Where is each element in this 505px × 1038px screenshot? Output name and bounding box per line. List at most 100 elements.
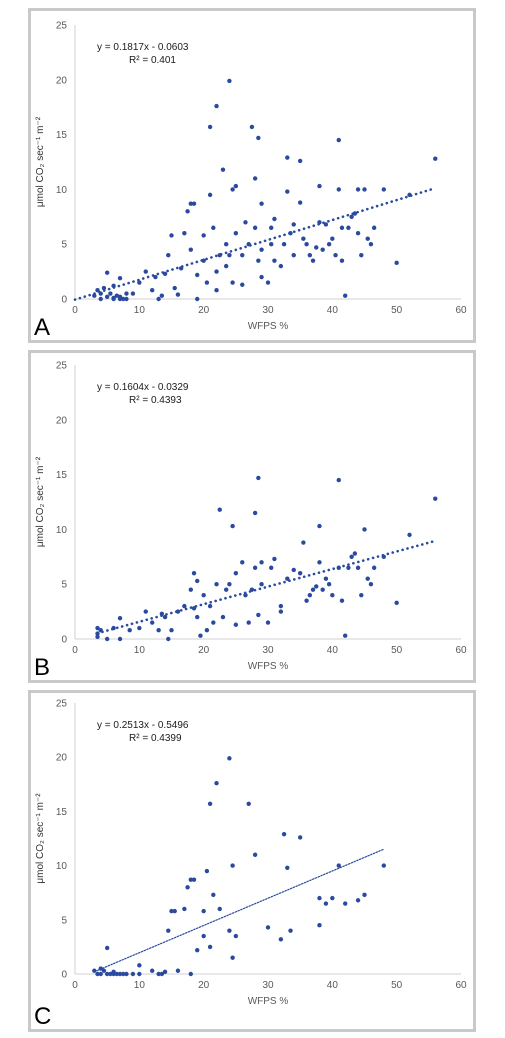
data-point <box>307 252 313 258</box>
x-tick-label: 20 <box>198 645 210 656</box>
data-point <box>265 620 271 625</box>
data-point <box>310 587 316 592</box>
data-point <box>355 565 361 570</box>
trendline-equation: y = 0.1604x - 0.0329 <box>97 382 189 393</box>
x-tick-label: 10 <box>134 980 146 991</box>
data-point <box>188 247 193 252</box>
data-point <box>227 756 232 761</box>
data-point <box>371 225 377 230</box>
data-point <box>243 592 248 598</box>
data-point <box>243 220 248 225</box>
data-point <box>314 245 319 250</box>
data-point <box>207 603 213 609</box>
data-point <box>207 801 213 807</box>
data-point <box>339 258 345 263</box>
data-point <box>185 885 190 890</box>
data-point <box>252 510 258 516</box>
data-point <box>362 892 367 898</box>
data-point <box>252 852 258 857</box>
y-tick-label: 5 <box>61 915 67 926</box>
data-point <box>98 971 103 977</box>
data-point <box>355 898 361 903</box>
data-point <box>330 895 335 901</box>
data-point <box>111 283 116 289</box>
data-point <box>333 252 338 258</box>
data-point <box>169 908 174 914</box>
data-point <box>265 925 271 930</box>
x-tick-label: 0 <box>72 305 78 316</box>
data-point <box>285 576 290 581</box>
x-axis-label: WFPS % <box>248 661 289 672</box>
data-point <box>178 266 184 271</box>
data-point <box>101 968 107 973</box>
data-point <box>150 620 155 625</box>
y-tick-label: 5 <box>61 240 67 251</box>
x-tick-label: 50 <box>391 645 403 656</box>
data-point <box>349 214 354 219</box>
data-point <box>249 124 255 130</box>
data-point <box>246 801 251 807</box>
data-point <box>343 293 348 298</box>
data-point <box>111 625 116 631</box>
data-point <box>156 296 161 302</box>
data-point <box>285 155 290 160</box>
y-tick-label: 20 <box>56 415 68 426</box>
data-point <box>127 628 132 633</box>
x-tick-label: 10 <box>134 645 146 656</box>
data-point <box>433 156 438 161</box>
data-point <box>114 971 120 977</box>
x-tick-label: 40 <box>327 980 339 991</box>
data-point <box>336 863 341 868</box>
data-point <box>233 571 239 576</box>
data-point <box>330 592 335 598</box>
data-point <box>230 955 235 960</box>
data-point <box>317 523 322 529</box>
data-point <box>227 582 232 587</box>
data-point <box>214 269 219 274</box>
data-point <box>195 578 200 584</box>
data-point <box>336 477 341 483</box>
data-point <box>230 863 235 868</box>
data-point <box>214 781 219 786</box>
data-point <box>95 971 100 977</box>
data-point <box>124 291 129 296</box>
data-point <box>249 587 255 592</box>
data-point <box>143 269 148 274</box>
data-point <box>317 220 322 225</box>
data-point <box>352 551 358 556</box>
data-point <box>394 600 399 606</box>
data-point <box>201 258 206 263</box>
data-point <box>98 966 103 971</box>
data-point <box>223 263 229 269</box>
data-point <box>281 242 287 247</box>
y-tick-label: 0 <box>61 635 67 646</box>
data-point <box>310 258 316 263</box>
data-point <box>285 865 290 870</box>
data-point <box>220 167 226 172</box>
data-point <box>188 971 193 977</box>
data-point <box>307 592 313 598</box>
data-point <box>323 576 329 581</box>
x-tick-label: 0 <box>72 980 78 991</box>
data-point <box>162 614 168 620</box>
data-point <box>343 901 348 906</box>
data-point <box>130 971 136 977</box>
data-point <box>246 242 251 247</box>
data-point <box>188 587 193 592</box>
data-point <box>252 176 258 181</box>
y-tick-label: 25 <box>56 361 68 372</box>
data-point <box>301 540 306 545</box>
data-point <box>368 242 374 247</box>
data-point <box>195 947 200 953</box>
data-point <box>211 620 216 625</box>
data-point <box>317 895 322 901</box>
y-tick-label: 15 <box>56 807 68 818</box>
data-point <box>256 612 261 618</box>
y-tick-label: 10 <box>56 861 68 872</box>
panel-letter-b: B <box>34 654 51 681</box>
r-squared-label: R² = 0.401 <box>129 55 176 66</box>
panel-letter-c: C <box>34 1003 52 1030</box>
data-point <box>121 296 126 302</box>
data-point <box>217 252 222 258</box>
data-point <box>104 294 110 300</box>
